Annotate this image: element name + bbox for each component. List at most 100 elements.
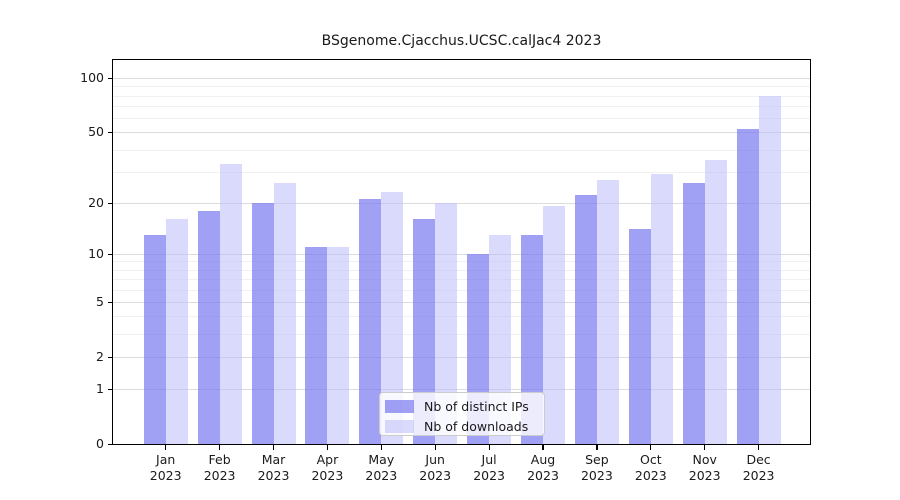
x-tick-month: Sep xyxy=(585,452,609,467)
x-tick-may xyxy=(380,445,382,450)
major-gridline-20 xyxy=(113,202,810,204)
x-tick-year: 2023 xyxy=(203,468,236,483)
x-tick-label-nov: Nov 2023 xyxy=(673,452,737,484)
minor-gridline-30 xyxy=(113,171,810,173)
x-tick-year: 2023 xyxy=(365,468,398,483)
bar-ips-oct xyxy=(628,229,651,444)
minor-gridline-9 xyxy=(113,261,810,263)
x-tick-year: 2023 xyxy=(419,468,452,483)
legend-item-downloads: Nb of downloads xyxy=(385,418,544,435)
x-tick-jun xyxy=(434,445,436,450)
y-tick-50 xyxy=(108,132,113,134)
bar-ips-nov xyxy=(682,182,705,444)
x-tick-label-may: May 2023 xyxy=(349,452,413,484)
bar-downloads-jan xyxy=(165,219,188,444)
x-tick-year: 2023 xyxy=(473,468,505,483)
bar-ips-sep xyxy=(574,195,597,444)
x-tick-label-apr: Apr 2023 xyxy=(295,452,359,484)
x-tick-year: 2023 xyxy=(149,468,182,483)
legend-swatch-ips xyxy=(385,400,414,413)
x-tick-month: Mar xyxy=(261,452,286,467)
minor-gridline-80 xyxy=(113,95,810,97)
bar-downloads-jun xyxy=(435,202,458,444)
x-tick-label-mar: Mar 2023 xyxy=(242,452,306,484)
x-tick-label-jul: Jul 2023 xyxy=(457,452,521,484)
x-tick-label-feb: Feb 2023 xyxy=(188,452,252,484)
bar-ips-may xyxy=(359,198,382,444)
y-tick-2 xyxy=(108,356,113,359)
x-tick-month: Jun xyxy=(425,452,445,467)
minor-gridline-90 xyxy=(113,86,810,88)
x-tick-month: Jul xyxy=(481,452,497,467)
x-tick-label-oct: Oct 2023 xyxy=(619,452,683,484)
y-tick-label-50: 50 xyxy=(88,124,104,140)
y-tick-1 xyxy=(108,389,113,391)
legend-label-downloads: Nb of downloads xyxy=(424,419,529,434)
bar-downloads-aug xyxy=(543,206,565,444)
bar-downloads-may xyxy=(381,192,404,444)
x-tick-feb xyxy=(219,445,221,450)
plot-area xyxy=(113,60,810,444)
minor-gridline-8 xyxy=(113,269,810,271)
major-gridline-10 xyxy=(113,253,810,255)
minor-gridline-60 xyxy=(113,118,810,119)
y-tick-label-10: 10 xyxy=(88,245,104,261)
x-tick-year: 2023 xyxy=(527,468,559,483)
x-tick-month: Jan xyxy=(156,452,176,467)
bar-downloads-oct xyxy=(650,174,673,444)
y-tick-label-1: 1 xyxy=(96,381,104,396)
minor-gridline-7 xyxy=(113,279,810,281)
legend-swatch-downloads xyxy=(385,420,414,433)
x-tick-nov xyxy=(704,445,706,450)
y-tick-label-2: 2 xyxy=(96,348,104,364)
x-tick-month: Nov xyxy=(692,452,717,467)
x-tick-year: 2023 xyxy=(742,468,775,483)
minor-gridline-70 xyxy=(113,106,810,107)
bar-ips-mar xyxy=(251,202,274,444)
y-tick-label-100: 100 xyxy=(80,70,104,85)
x-tick-mar xyxy=(272,445,275,450)
bar-downloads-nov xyxy=(704,159,727,444)
major-gridline-50 xyxy=(113,132,810,134)
bar-downloads-feb xyxy=(219,164,242,444)
x-tick-sep xyxy=(596,445,598,450)
minor-gridline-40 xyxy=(113,149,810,151)
x-tick-oct xyxy=(650,445,652,450)
y-tick-100 xyxy=(108,78,113,80)
x-tick-jul xyxy=(488,445,490,450)
legend-label-distinct-ips: Nb of distinct IPs xyxy=(424,399,529,414)
bar-downloads-apr xyxy=(327,246,350,444)
legend: Nb of distinct IPs Nb of downloads xyxy=(379,392,545,436)
bar-downloads-dec xyxy=(758,95,781,444)
x-tick-dec xyxy=(758,445,760,450)
major-gridline-100 xyxy=(113,78,810,79)
bar-ips-jan xyxy=(143,234,166,444)
x-tick-label-jan: Jan 2023 xyxy=(134,452,198,484)
x-tick-apr xyxy=(326,445,329,450)
x-tick-year: 2023 xyxy=(257,468,290,483)
bar-ips-dec xyxy=(736,129,759,444)
major-gridline-2 xyxy=(113,356,810,358)
y-tick-20 xyxy=(108,202,113,204)
major-gridline-1 xyxy=(113,389,810,390)
x-tick-label-jun: Jun 2023 xyxy=(403,452,467,484)
bar-ips-feb xyxy=(197,210,220,444)
bar-ips-apr xyxy=(305,246,328,444)
y-tick-label-0: 0 xyxy=(96,436,104,451)
minor-gridline-3 xyxy=(113,334,810,336)
x-tick-month: Apr xyxy=(316,452,339,467)
x-tick-jan xyxy=(165,445,167,450)
y-tick-10 xyxy=(108,253,113,256)
x-tick-label-sep: Sep 2023 xyxy=(565,452,629,484)
x-tick-month: Feb xyxy=(208,452,231,467)
x-tick-month: May xyxy=(368,452,395,467)
legend-item-distinct-ips: Nb of distinct IPs xyxy=(385,398,544,415)
bar-downloads-mar xyxy=(273,182,296,444)
major-gridline-5 xyxy=(113,301,810,303)
y-tick-0 xyxy=(108,444,113,446)
bar-ips-jun xyxy=(413,219,436,444)
minor-gridline-4 xyxy=(113,316,810,318)
x-tick-aug xyxy=(542,445,544,450)
x-tick-month: Oct xyxy=(639,452,662,467)
